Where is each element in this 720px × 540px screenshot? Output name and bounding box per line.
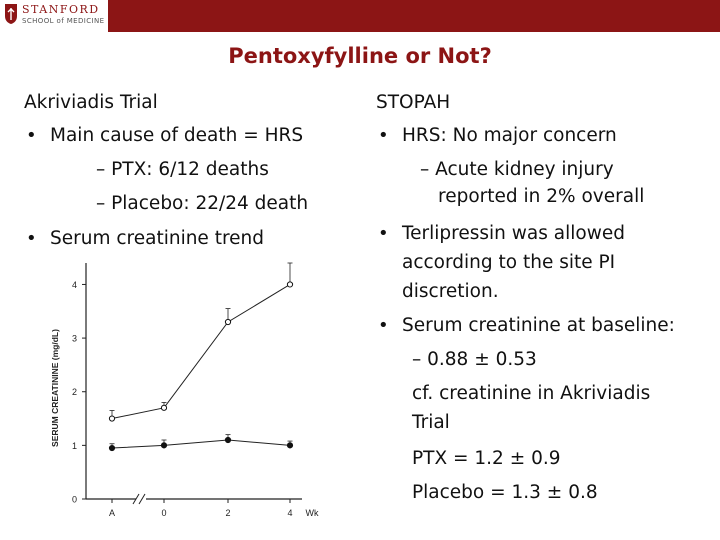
right-sub-4b: Trial [412,412,450,433]
right-bullet-2c: discretion. [402,281,499,302]
right-bullet-2a: Terlipressin was allowed [402,223,625,244]
left-sub-2: – Placebo: 22/24 death [96,193,309,214]
logo-text-bottom: SCHOOL of MEDICINE [22,17,105,25]
x-tick-label: 2 [225,508,230,518]
y-tick-label: 1 [72,441,77,451]
y-tick-label: 0 [72,495,77,505]
data-point [108,415,116,422]
shield-icon [5,4,17,24]
axis-break [138,493,146,505]
data-point [286,281,294,288]
creatinine-chart: SERUM CREATININE (mg/dL) 0 1 2 3 4 A 0 2 4 Wk [50,262,319,518]
y-axis-label: SERUM CREATININE (mg/dL) [50,329,60,447]
right-bullet-1: HRS: No major concern [402,125,617,146]
left-bullet-1: Main cause of death = HRS [50,125,304,146]
data-point [160,442,168,449]
right-bullet-3: Serum creatinine at baseline: [402,315,675,336]
stanford-logo: STANFORD SCHOOL of MEDICINE [0,0,108,32]
right-bullet-2b: according to the site PI [402,252,616,273]
right-sub-6: Placebo = 1.3 ± 0.8 [412,482,598,503]
header-bar: STANFORD SCHOOL of MEDICINE [0,0,720,32]
series-line [111,439,291,449]
right-sub-1b: reported in 2% overall [438,186,645,207]
right-sub-5: PTX = 1.2 ± 0.9 [412,448,561,469]
bullet-icon: • [378,223,389,244]
chart-axes: 0 1 2 3 4 A 0 2 4 Wk [72,263,319,518]
data-point [224,318,232,326]
axis-break [132,493,140,505]
left-heading: Akriviadis Trial [24,92,158,113]
bullet-icon: • [378,315,389,336]
bullet-icon: • [26,125,37,146]
right-sub-4a: cf. creatinine in Akriviadis [412,383,651,404]
series-line [111,284,291,420]
bullet-icon: • [26,228,37,249]
logo-text-top: STANFORD [22,3,100,16]
x-tick-label: Wk [306,508,319,518]
y-tick-label: 3 [72,334,77,344]
x-tick-label: A [109,508,115,518]
slide-title: Pentoxyfylline or Not? [228,44,492,68]
data-point [286,442,294,449]
data-point [160,404,168,411]
x-tick-label: 0 [161,508,166,518]
data-point [224,436,232,444]
right-sub-1a: – Acute kidney injury [420,159,614,180]
y-tick-label: 4 [72,280,77,290]
y-tick-label: 2 [72,387,77,397]
left-bullet-2: Serum creatinine trend [50,228,264,249]
left-sub-1: – PTX: 6/12 deaths [96,159,269,180]
data-point [108,444,116,452]
bullet-icon: • [378,125,389,146]
x-tick-label: 4 [287,508,292,518]
chart-marks [108,262,294,452]
right-heading: STOPAH [376,92,451,113]
right-sub-3: – 0.88 ± 0.53 [412,349,537,370]
